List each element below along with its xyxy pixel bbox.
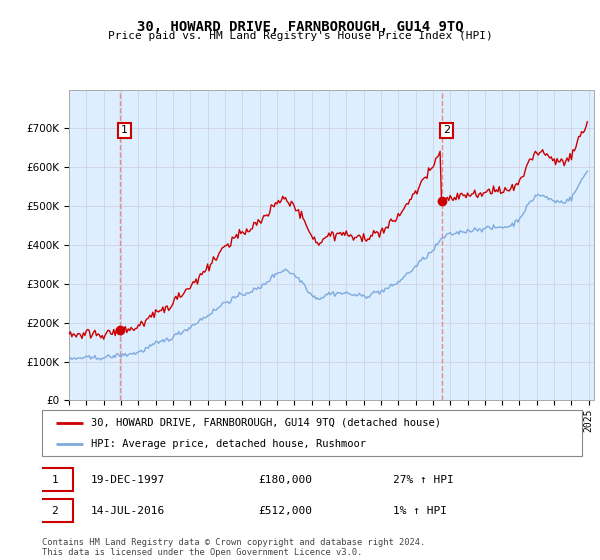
Text: 14-JUL-2016: 14-JUL-2016 <box>91 506 165 516</box>
Text: 2: 2 <box>52 506 58 516</box>
Text: 2: 2 <box>443 125 450 136</box>
Text: 19-DEC-1997: 19-DEC-1997 <box>91 475 165 484</box>
Text: £512,000: £512,000 <box>258 506 312 516</box>
Text: Contains HM Land Registry data © Crown copyright and database right 2024.
This d: Contains HM Land Registry data © Crown c… <box>42 538 425 557</box>
Text: 30, HOWARD DRIVE, FARNBOROUGH, GU14 9TQ: 30, HOWARD DRIVE, FARNBOROUGH, GU14 9TQ <box>137 20 463 34</box>
Text: 1% ↑ HPI: 1% ↑ HPI <box>393 506 447 516</box>
Text: 27% ↑ HPI: 27% ↑ HPI <box>393 475 454 484</box>
FancyBboxPatch shape <box>42 410 582 456</box>
FancyBboxPatch shape <box>37 499 73 522</box>
FancyBboxPatch shape <box>37 468 73 491</box>
Text: 1: 1 <box>52 475 58 484</box>
Text: HPI: Average price, detached house, Rushmoor: HPI: Average price, detached house, Rush… <box>91 439 365 449</box>
Text: £180,000: £180,000 <box>258 475 312 484</box>
Text: 30, HOWARD DRIVE, FARNBOROUGH, GU14 9TQ (detached house): 30, HOWARD DRIVE, FARNBOROUGH, GU14 9TQ … <box>91 418 440 428</box>
Text: 1: 1 <box>121 125 128 136</box>
Text: Price paid vs. HM Land Registry's House Price Index (HPI): Price paid vs. HM Land Registry's House … <box>107 31 493 41</box>
